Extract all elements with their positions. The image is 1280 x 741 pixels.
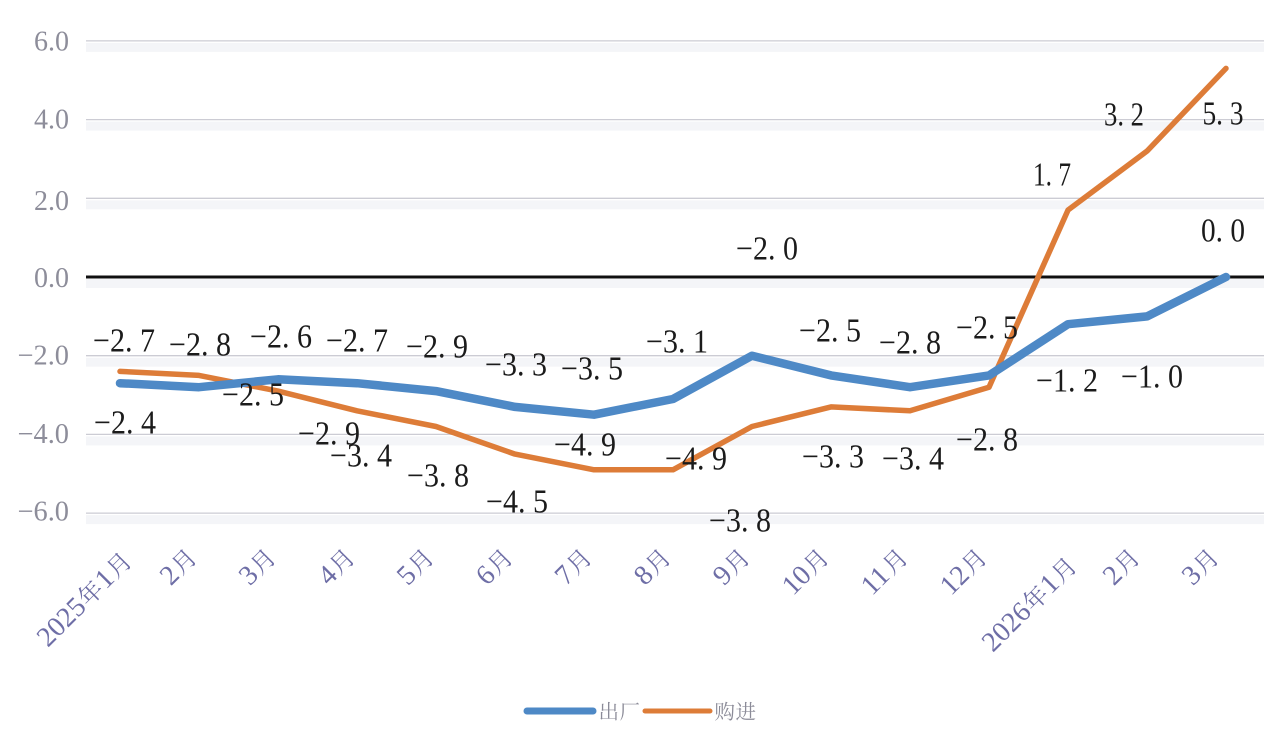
svg-text:−2. 8: −2. 8	[956, 422, 1018, 459]
svg-text:−2. 5: −2. 5	[799, 313, 861, 350]
svg-text:4.0: 4.0	[34, 105, 69, 136]
svg-text:−2. 7: −2. 7	[326, 323, 388, 360]
svg-text:−2. 6: −2. 6	[250, 319, 312, 356]
svg-text:−2. 9: −2. 9	[406, 329, 468, 366]
svg-text:−3. 4: −3. 4	[882, 441, 944, 478]
svg-text:−3. 8: −3. 8	[407, 458, 469, 495]
svg-text:−3. 1: −3. 1	[646, 324, 708, 361]
svg-text:1. 7: 1. 7	[1033, 157, 1071, 194]
svg-text:−3. 5: −3. 5	[561, 351, 623, 388]
svg-text:−4. 9: −4. 9	[665, 441, 727, 478]
svg-text:0. 0: 0. 0	[1201, 213, 1245, 250]
svg-text:−3. 8: −3. 8	[709, 503, 771, 540]
svg-text:−2.0: −2.0	[18, 341, 70, 372]
svg-text:−2. 7: −2. 7	[93, 323, 155, 360]
svg-text:3. 2: 3. 2	[1104, 97, 1144, 134]
svg-text:−4. 9: −4. 9	[554, 427, 616, 464]
svg-text:6.0: 6.0	[34, 27, 69, 58]
svg-text:−3. 3: −3. 3	[485, 347, 547, 384]
svg-text:−2. 5: −2. 5	[222, 377, 284, 414]
svg-text:−3. 4: −3. 4	[330, 438, 392, 475]
svg-text:−2. 8: −2. 8	[879, 325, 941, 362]
svg-text:5. 3: 5. 3	[1203, 96, 1244, 133]
svg-text:−1. 2: −1. 2	[1036, 363, 1098, 400]
svg-text:−2. 4: −2. 4	[94, 405, 156, 442]
svg-text:0.0: 0.0	[34, 263, 69, 294]
svg-text:−1. 0: −1. 0	[1121, 359, 1183, 396]
svg-text:2.0: 2.0	[34, 186, 69, 217]
svg-text:−2. 0: −2. 0	[736, 231, 798, 268]
svg-text:−6.0: −6.0	[18, 497, 70, 528]
svg-text:−3. 3: −3. 3	[802, 439, 864, 476]
svg-text:−4.0: −4.0	[18, 419, 70, 450]
svg-text:−4. 5: −4. 5	[486, 484, 548, 521]
svg-text:−2. 8: −2. 8	[169, 327, 231, 364]
svg-text:−2. 9: −2. 9	[298, 416, 360, 453]
svg-text:−2. 5: −2. 5	[956, 310, 1018, 347]
